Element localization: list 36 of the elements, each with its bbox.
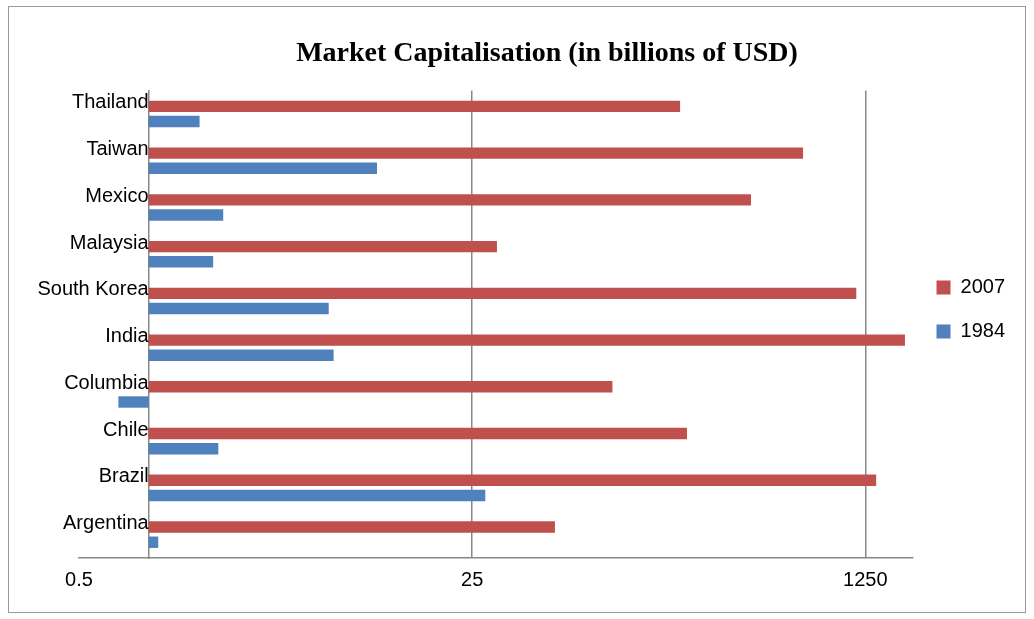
bar <box>148 521 555 533</box>
bar <box>148 334 905 346</box>
y-tick-label: South Korea <box>37 277 150 300</box>
bar <box>148 536 159 548</box>
x-tick-label: 1250 <box>843 567 888 590</box>
bar <box>148 287 857 300</box>
bar <box>148 240 497 253</box>
y-tick-label: Malaysia <box>69 230 150 253</box>
bar <box>148 115 200 128</box>
y-tick-label: Columbia <box>64 370 150 393</box>
bar <box>148 474 877 486</box>
bar <box>118 396 149 408</box>
bar <box>148 147 804 159</box>
bar <box>148 349 334 361</box>
y-tick-label: Thailand <box>71 90 149 113</box>
x-tick-label: 25 <box>461 567 484 590</box>
y-tick-label: India <box>105 324 150 347</box>
y-tick-label: Taiwan <box>86 137 149 160</box>
y-tick-label: Argentina <box>63 511 150 534</box>
bar <box>148 162 377 174</box>
bar <box>148 489 486 502</box>
y-tick-label: Chile <box>103 417 149 440</box>
bar <box>148 209 224 221</box>
chart-title: Market Capitalisation (in billions of USD) <box>296 36 798 68</box>
legend-label: 1984 <box>960 319 1006 342</box>
bar <box>148 256 214 268</box>
bar <box>148 427 687 440</box>
bar <box>148 194 752 206</box>
y-tick-label: Brazil <box>98 464 149 487</box>
x-tick-label: 0.5 <box>65 567 93 590</box>
legend-label: 2007 <box>960 275 1006 298</box>
bar <box>148 381 613 393</box>
bar <box>148 100 681 113</box>
bar <box>148 302 329 315</box>
y-tick-label: Mexico <box>85 183 149 206</box>
bar <box>148 443 219 455</box>
